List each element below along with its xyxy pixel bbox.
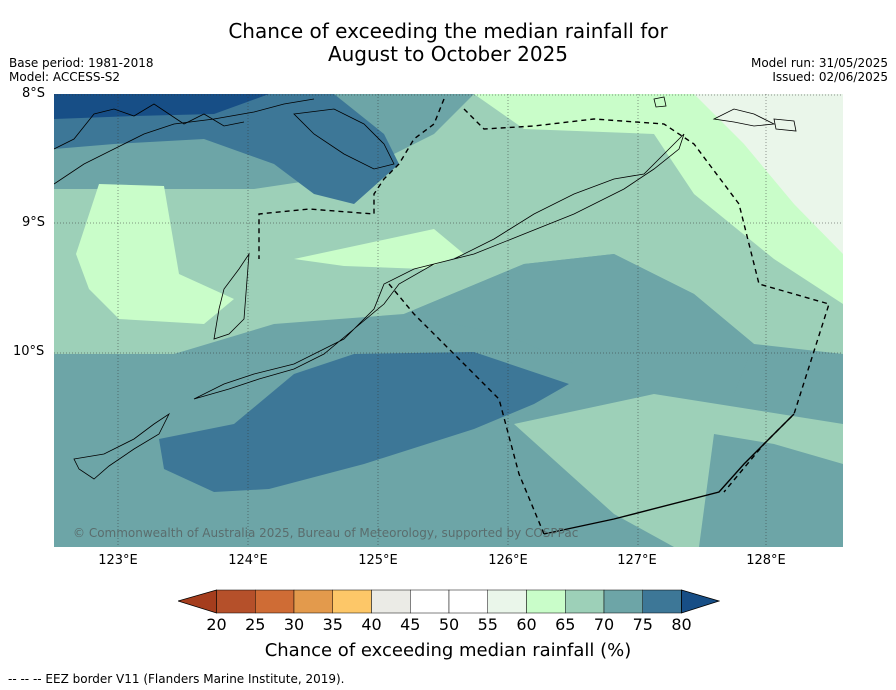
colorbar-segment — [410, 589, 450, 614]
colorbar-segment — [565, 589, 605, 614]
colorbar-tick-label: 40 — [361, 615, 382, 634]
title-line-1: Chance of exceeding the median rainfall … — [228, 19, 668, 43]
lat-label-9s: 9°S — [22, 215, 46, 230]
copyright-notice: © Commonwealth of Australia 2025, Bureau… — [73, 526, 579, 540]
chart-title: Chance of exceeding the median rainfall … — [0, 20, 896, 66]
lon-label-126e: 126°E — [488, 553, 528, 568]
rote-coastline — [73, 412, 171, 480]
colorbar-segment — [293, 589, 333, 614]
colorbar-tick-label: 30 — [283, 615, 305, 634]
eez-border-north — [258, 98, 445, 259]
map-zone-80-north — [54, 94, 269, 119]
base-period: Base period: 1981-2018 — [9, 56, 154, 70]
lon-label-127e: 127°E — [617, 553, 657, 568]
colorbar-segment — [216, 589, 256, 614]
colorbar-tick-label: 50 — [438, 615, 460, 634]
map-svg — [53, 94, 843, 547]
small-island — [653, 96, 667, 108]
alor-coastline — [213, 252, 250, 340]
title-line-2: August to October 2025 — [327, 42, 569, 66]
colorbar-title: Chance of exceeding median rainfall (%) — [264, 640, 632, 661]
map-zone-75-south — [159, 352, 569, 492]
colorbar-tick-label: 75 — [632, 615, 653, 634]
colorbar-segment — [526, 589, 566, 614]
meta-left: Base period: 1981-2018 Model: ACCESS-S2 — [9, 56, 154, 84]
colorbar-tick-label: 20 — [206, 615, 227, 634]
colorbar-segments — [178, 589, 720, 614]
eez-border-mid — [388, 283, 545, 535]
colorbar-tick-label: 70 — [593, 615, 615, 634]
lon-label-123e: 123°E — [98, 553, 138, 568]
model-name: Model: ACCESS-S2 — [9, 70, 121, 84]
colorbar-extend-high — [681, 589, 720, 614]
colorbar-tick-label: 35 — [322, 615, 343, 634]
tanimbar-coastline — [712, 108, 776, 127]
map-zone-55-ne — [694, 94, 843, 254]
meta-right: Model run: 31/05/2025 Issued: 02/06/2025 — [751, 56, 888, 84]
colorbar-extend-low — [178, 589, 217, 614]
lon-label-128e: 128°E — [746, 553, 786, 568]
colorbar-segment — [448, 589, 488, 614]
issued-date: Issued: 02/06/2025 — [772, 70, 888, 84]
wetar-coastline — [293, 108, 395, 170]
model-run: Model run: 31/05/2025 — [750, 56, 888, 70]
colorbar-segment — [371, 589, 411, 614]
colorbar — [178, 589, 720, 614]
map-zone-70-se — [699, 434, 843, 547]
map-zone-65-north — [54, 94, 843, 354]
map-gridlines — [54, 94, 843, 547]
lat-label-10s: 10°S — [13, 344, 45, 359]
colorbar-tick-label: 65 — [555, 615, 576, 634]
map-zone-60-central — [294, 229, 464, 269]
flores-coastline — [53, 98, 315, 185]
colorbar-tick-label: 80 — [671, 615, 692, 634]
small-island-2 — [773, 118, 797, 132]
colorbar-segment — [487, 589, 527, 614]
map-zone-75-north — [54, 94, 399, 204]
colorbar-segment — [603, 589, 643, 614]
timor-coastline — [193, 133, 685, 400]
eez-footnote: -- -- -- EEZ border V11 (Flanders Marine… — [8, 672, 345, 686]
colorbar-tick-label: 55 — [477, 615, 498, 634]
colorbar-tick-label: 25 — [245, 615, 266, 634]
rainfall-map — [53, 94, 843, 547]
eez-border-south — [543, 413, 795, 535]
north-island-coastline — [53, 103, 245, 150]
colorbar-segment — [332, 589, 372, 614]
colorbar-tick-label: 45 — [400, 615, 421, 634]
coastlines — [53, 96, 797, 480]
lon-label-124e: 124°E — [228, 553, 268, 568]
colorbar-tick-label: 60 — [516, 615, 537, 634]
map-zone-60-west — [76, 184, 234, 324]
lat-label-8s: 8°S — [22, 86, 46, 101]
lon-label-125e: 125°E — [358, 553, 398, 568]
colorbar-segment — [255, 589, 295, 614]
colorbar-segment — [642, 589, 682, 614]
